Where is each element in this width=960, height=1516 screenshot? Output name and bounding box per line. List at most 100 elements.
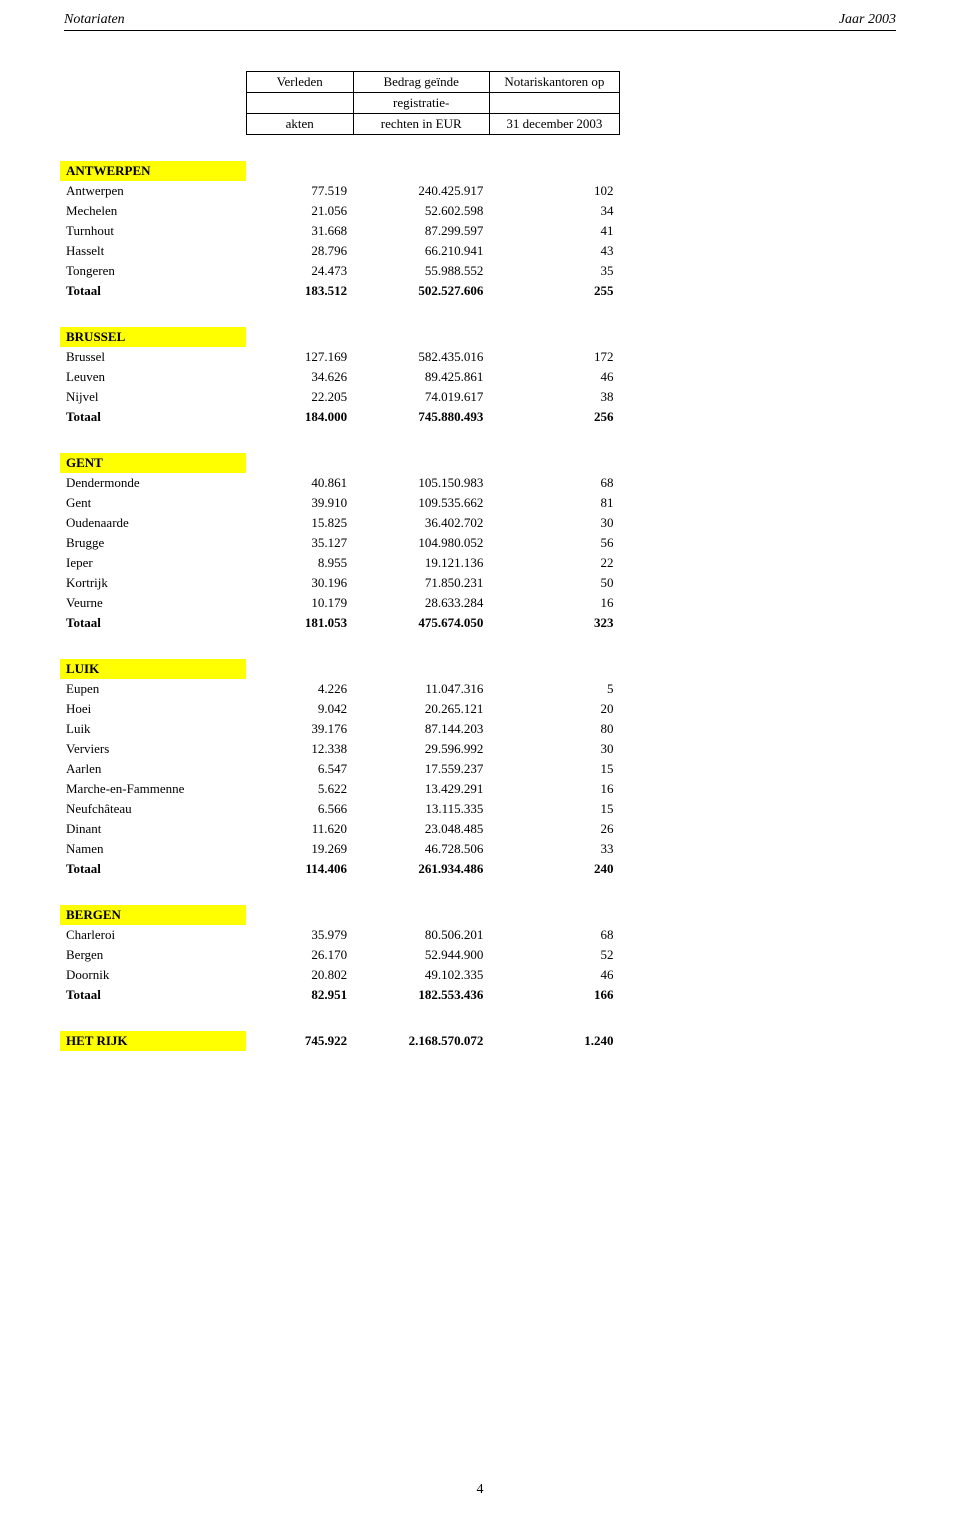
row-name: Marche-en-Fammenne: [60, 779, 246, 799]
section-header: BRUSSEL: [60, 327, 620, 347]
table-row: Aarlen6.54717.559.23715: [60, 759, 620, 779]
row-v2: 89.425.861: [353, 367, 489, 387]
table-row: Neufchâteau6.56613.115.33515: [60, 799, 620, 819]
total-v3: 166: [489, 985, 619, 1005]
table-row: Nijvel22.20574.019.61738: [60, 387, 620, 407]
table-row: Eupen4.22611.047.3165: [60, 679, 620, 699]
row-v1: 5.622: [246, 779, 353, 799]
section-title: BERGEN: [60, 905, 246, 925]
col-subheader-registratie: registratie-: [353, 93, 489, 114]
row-v2: 19.121.136: [353, 553, 489, 573]
col-header-bedrag: Bedrag geïnde: [353, 72, 489, 93]
row-name: Eupen: [60, 679, 246, 699]
row-v1: 26.170: [246, 945, 353, 965]
table-row: Hoei9.04220.265.12120: [60, 699, 620, 719]
section-title: ANTWERPEN: [60, 161, 246, 181]
row-v2: 240.425.917: [353, 181, 489, 201]
row-v2: 13.429.291: [353, 779, 489, 799]
table-row: Mechelen21.05652.602.59834: [60, 201, 620, 221]
table-row: Gent39.910109.535.66281: [60, 493, 620, 513]
row-v2: 55.988.552: [353, 261, 489, 281]
row-v3: 15: [489, 799, 619, 819]
row-v2: 80.506.201: [353, 925, 489, 945]
row-name: Namen: [60, 839, 246, 859]
total-v3: 255: [489, 281, 619, 301]
row-v2: 29.596.992: [353, 739, 489, 759]
table-row: Turnhout31.66887.299.59741: [60, 221, 620, 241]
table-row: Hasselt28.79666.210.94143: [60, 241, 620, 261]
total-v3: 256: [489, 407, 619, 427]
table-row: Kortrijk30.19671.850.23150: [60, 573, 620, 593]
row-name: Veurne: [60, 593, 246, 613]
table-row: Antwerpen77.519240.425.917102: [60, 181, 620, 201]
total-label: Totaal: [60, 859, 246, 879]
row-v1: 19.269: [246, 839, 353, 859]
section-total-row: Totaal181.053475.674.050323: [60, 613, 620, 633]
row-v2: 109.535.662: [353, 493, 489, 513]
row-v2: 582.435.016: [353, 347, 489, 367]
row-v3: 38: [489, 387, 619, 407]
header-left: Notariaten: [64, 12, 125, 28]
row-v1: 127.169: [246, 347, 353, 367]
table-header-row: akten rechten in EUR 31 december 2003: [60, 114, 620, 135]
row-v2: 46.728.506: [353, 839, 489, 859]
row-v2: 105.150.983: [353, 473, 489, 493]
total-v1: 183.512: [246, 281, 353, 301]
row-v1: 6.547: [246, 759, 353, 779]
row-v1: 39.176: [246, 719, 353, 739]
table-row: Oudenaarde15.82536.402.70230: [60, 513, 620, 533]
row-v2: 23.048.485: [353, 819, 489, 839]
header-right: Jaar 2003: [839, 12, 896, 28]
row-v3: 30: [489, 513, 619, 533]
row-v3: 20: [489, 699, 619, 719]
row-name: Nijvel: [60, 387, 246, 407]
row-v3: 46: [489, 965, 619, 985]
table-row: Dendermonde40.861105.150.98368: [60, 473, 620, 493]
row-v3: 5: [489, 679, 619, 699]
col-header-kantoren: Notariskantoren op: [489, 72, 619, 93]
row-v2: 17.559.237: [353, 759, 489, 779]
row-v1: 4.226: [246, 679, 353, 699]
table-row: Brussel127.169582.435.016172: [60, 347, 620, 367]
row-v3: 26: [489, 819, 619, 839]
grand-total-v1: 745.922: [246, 1031, 353, 1051]
row-v1: 9.042: [246, 699, 353, 719]
row-name: Tongeren: [60, 261, 246, 281]
total-label: Totaal: [60, 407, 246, 427]
row-v3: 16: [489, 593, 619, 613]
table-row: Verviers12.33829.596.99230: [60, 739, 620, 759]
row-v3: 22: [489, 553, 619, 573]
row-name: Charleroi: [60, 925, 246, 945]
row-v3: 50: [489, 573, 619, 593]
row-name: Aarlen: [60, 759, 246, 779]
row-v2: 104.980.052: [353, 533, 489, 553]
table-row: Leuven34.62689.425.86146: [60, 367, 620, 387]
total-v3: 240: [489, 859, 619, 879]
total-v2: 475.674.050: [353, 613, 489, 633]
total-v2: 182.553.436: [353, 985, 489, 1005]
row-name: Turnhout: [60, 221, 246, 241]
grand-total-label: HET RIJK: [60, 1031, 246, 1051]
col-subheader-datum: 31 december 2003: [489, 114, 619, 135]
section-header: GENT: [60, 453, 620, 473]
row-v3: 68: [489, 925, 619, 945]
row-name: Oudenaarde: [60, 513, 246, 533]
table-row: Namen19.26946.728.50633: [60, 839, 620, 859]
row-v2: 36.402.702: [353, 513, 489, 533]
total-label: Totaal: [60, 281, 246, 301]
row-v1: 39.910: [246, 493, 353, 513]
total-v2: 745.880.493: [353, 407, 489, 427]
row-name: Leuven: [60, 367, 246, 387]
row-name: Hasselt: [60, 241, 246, 261]
row-v2: 20.265.121: [353, 699, 489, 719]
row-name: Dinant: [60, 819, 246, 839]
total-v2: 261.934.486: [353, 859, 489, 879]
row-v3: 41: [489, 221, 619, 241]
table-row: Doornik20.80249.102.33546: [60, 965, 620, 985]
row-v3: 68: [489, 473, 619, 493]
table-row: Bergen26.17052.944.90052: [60, 945, 620, 965]
row-v1: 12.338: [246, 739, 353, 759]
row-v2: 87.144.203: [353, 719, 489, 739]
row-v2: 49.102.335: [353, 965, 489, 985]
col-subheader-rechten: rechten in EUR: [353, 114, 489, 135]
